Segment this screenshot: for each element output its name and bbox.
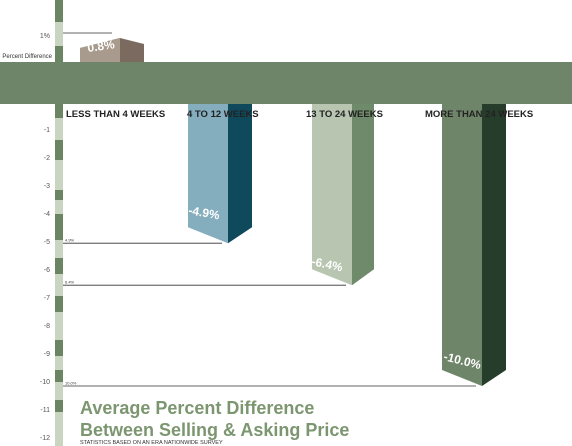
- y-axis-segment: [55, 340, 63, 356]
- y-tick-label: -5: [44, 239, 50, 246]
- bar-front-face: [442, 95, 482, 386]
- bar: [442, 95, 506, 386]
- bar-value-label: -4.9%: [187, 203, 221, 222]
- y-tick-label: -11: [40, 407, 50, 414]
- y-axis-segment: [55, 140, 63, 160]
- y-tick-label: -2: [44, 155, 50, 162]
- y-tick-label: -12: [40, 435, 50, 442]
- y-axis-segment: [55, 258, 63, 274]
- x-category-label: 4 TO 12 WEEKS: [187, 109, 259, 120]
- chart-title-line-2: Between Selling & Asking Price: [80, 420, 349, 440]
- leader-label: 10.0%: [65, 381, 77, 386]
- y-tick-label: -8: [44, 323, 50, 330]
- y-tick-label: 1%: [40, 33, 50, 40]
- x-category-label: MORE THAN 24 WEEKS: [425, 109, 533, 120]
- y-tick-label: -3: [44, 183, 50, 190]
- y-tick-label: -10: [40, 379, 50, 386]
- y-axis-segment: [55, 296, 63, 312]
- zero-band: [0, 62, 572, 104]
- chart-title-block: Average Percent Difference Between Selli…: [80, 398, 349, 446]
- y-axis-segment: [55, 46, 63, 62]
- bar-value-label: 0.8%: [86, 37, 115, 55]
- y-tick-label: -4: [44, 211, 50, 218]
- leader-label: 6.4%: [65, 280, 75, 285]
- y-axis-segment: [55, 400, 63, 412]
- y-axis: 1% -1 -2 -3 -4 -5 -6 -7 -8 -9 -10 -11 -12 Percent Dif…: [2, 0, 63, 446]
- y-tick-label: -9: [44, 351, 50, 358]
- chart-footnote: STATISTICS BASED ON AN ERA NATIONWIDE SU…: [80, 440, 223, 446]
- bar: [312, 95, 374, 286]
- bar-side-face: [228, 95, 252, 244]
- x-category-label: LESS THAN 4 WEEKS: [66, 109, 165, 120]
- y-axis-label: Percent Difference: [2, 54, 52, 60]
- y-tick-label: -6: [44, 267, 50, 274]
- y-axis-segment: [55, 370, 63, 382]
- y-tick-label: -1: [44, 127, 50, 134]
- bar-front-face: [312, 95, 352, 286]
- leader-lines: 4.9% 6.4% 10.0%: [63, 32, 476, 387]
- y-axis-segment: [55, 214, 63, 240]
- bar-side-face: [352, 95, 374, 286]
- y-tick-label: -7: [44, 295, 50, 302]
- chart-title-line-1: Average Percent Difference: [80, 398, 314, 418]
- leader-label: 4.9%: [65, 238, 75, 243]
- y-axis-segment: [55, 104, 63, 118]
- bar-side-face: [482, 95, 506, 386]
- x-category-label: 13 TO 24 WEEKS: [306, 109, 383, 120]
- bar-value-label: -6.4%: [310, 254, 344, 274]
- bar: [188, 95, 252, 244]
- y-axis-segment: [55, 0, 63, 22]
- y-axis-segment: [55, 190, 63, 200]
- zero-band-rect: [0, 62, 572, 104]
- bar-front-face: [188, 95, 228, 244]
